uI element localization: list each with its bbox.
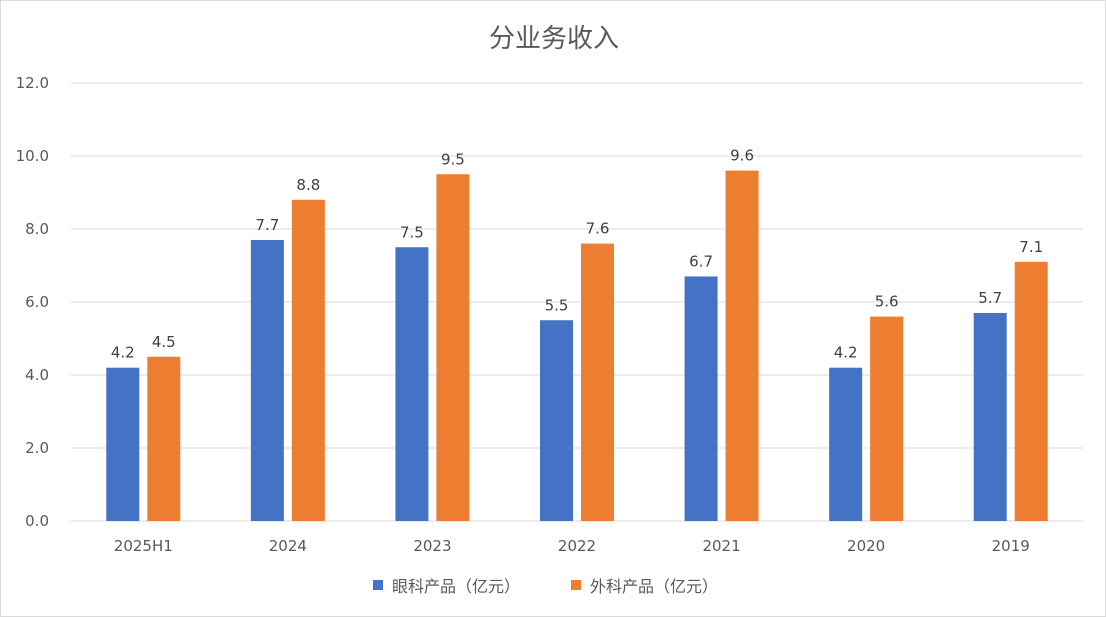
x-tick-label: 2025H1 (114, 537, 173, 555)
data-label: 7.6 (586, 220, 610, 238)
legend-label: 眼科产品（亿元） (392, 577, 520, 596)
data-label: 5.5 (545, 296, 569, 314)
data-label: 9.6 (730, 147, 754, 165)
data-label: 4.2 (834, 344, 858, 362)
x-tick-label: 2024 (269, 537, 307, 555)
legend-swatch (373, 580, 383, 590)
bar (436, 174, 470, 521)
x-tick-label: 2020 (847, 537, 885, 555)
x-tick-label: 2023 (413, 537, 451, 555)
y-tick-label: 12.0 (16, 74, 49, 92)
bar (147, 356, 181, 521)
bar (870, 316, 904, 521)
y-tick-label: 4.0 (25, 366, 49, 384)
data-label: 4.2 (111, 344, 135, 362)
legend-label: 外科产品（亿元） (590, 577, 718, 596)
data-label: 8.8 (296, 176, 320, 194)
legend-swatch (571, 580, 581, 590)
bar (829, 367, 863, 521)
bars: 4.2 4.5 7.7 8.8 7.5 9.5 5.5 7.6 6.7 9.6 4.2 5.6 5.7 7… (106, 147, 1048, 522)
legend: 眼科产品（亿元） 外科产品（亿元） (373, 577, 718, 596)
bar (106, 367, 140, 521)
y-tick-label: 2.0 (25, 439, 49, 457)
y-tick-label: 6.0 (25, 293, 49, 311)
bar (291, 199, 325, 522)
x-tick-label: 2021 (702, 537, 740, 555)
bar (540, 320, 573, 521)
data-label: 7.5 (400, 223, 424, 241)
y-axis: 0.0 2.0 4.0 6.0 8.0 10.0 12.0 (16, 74, 49, 530)
x-axis: 2025H1 2024 2023 2022 2021 2020 2019 (114, 537, 1030, 555)
data-label: 7.1 (1019, 238, 1043, 256)
data-label: 9.5 (441, 150, 465, 168)
data-label: 4.5 (152, 333, 176, 351)
bar (250, 239, 284, 521)
x-tick-label: 2022 (558, 537, 596, 555)
bar (1014, 261, 1048, 521)
bar (725, 170, 759, 521)
bar (973, 312, 1007, 521)
y-tick-label: 0.0 (25, 512, 49, 530)
gridlines (71, 82, 1083, 522)
x-tick-label: 2019 (992, 537, 1030, 555)
data-label: 7.7 (255, 216, 279, 234)
y-tick-label: 10.0 (16, 147, 49, 165)
bar (684, 276, 718, 521)
data-label: 5.6 (875, 293, 899, 311)
data-label: 5.7 (978, 289, 1002, 307)
y-tick-label: 8.0 (25, 220, 49, 238)
bar (581, 243, 614, 521)
data-label: 6.7 (689, 252, 713, 270)
bar (395, 247, 429, 521)
chart-title: 分业务收入 (489, 24, 619, 54)
